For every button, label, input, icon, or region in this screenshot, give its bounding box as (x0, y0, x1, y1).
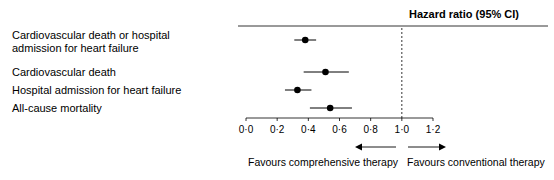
header-rule (238, 26, 548, 27)
tick-label: 0·4 (301, 124, 316, 135)
tick (370, 118, 371, 121)
tick-label: 0·8 (363, 124, 378, 135)
row-label-line: Cardiovascular death or hospital (12, 29, 170, 41)
tick (339, 118, 340, 121)
header: Hazard ratio (95% CI) (409, 8, 519, 20)
favours-right: Favours conventional therapy (407, 156, 545, 168)
row-label: Hospital admission for heart failure (12, 84, 181, 96)
tick (433, 118, 434, 121)
tick-label: 1·2 (426, 124, 441, 135)
arrow-left (358, 147, 396, 148)
arrow-right (408, 147, 442, 148)
chart: Hazard ratio (95% CI) 0·0 0·2 0·4 0·6 0·8 1·0 1… (0, 0, 554, 180)
tick (308, 118, 309, 121)
tick-label: 1·0 (395, 124, 410, 135)
favours-left: Favours comprehensive therapy (248, 156, 399, 168)
tick (277, 118, 278, 121)
row-label: Cardiovascular death (12, 66, 116, 78)
point (294, 87, 301, 94)
tick-label: 0·0 (239, 124, 254, 135)
arrowhead-left (355, 144, 362, 151)
tick-label: 0·2 (270, 124, 285, 135)
row-label-line: admission for heart failure (12, 42, 139, 54)
tick (246, 118, 247, 121)
reference-line (401, 28, 402, 118)
tick-label: 0·6 (332, 124, 347, 135)
arrowhead-right (439, 144, 446, 151)
row-label: All-cause mortality (12, 102, 102, 114)
point (327, 105, 334, 112)
point (322, 69, 329, 76)
row-label-line: All-cause mortality (12, 102, 102, 114)
tick (401, 118, 402, 121)
marks (285, 37, 352, 112)
row-label-line: Cardiovascular death (12, 66, 116, 78)
row-label-line: Hospital admission for heart failure (12, 84, 181, 96)
row-label: Cardiovascular death or hospitaladmissio… (12, 29, 170, 54)
point (302, 37, 309, 44)
